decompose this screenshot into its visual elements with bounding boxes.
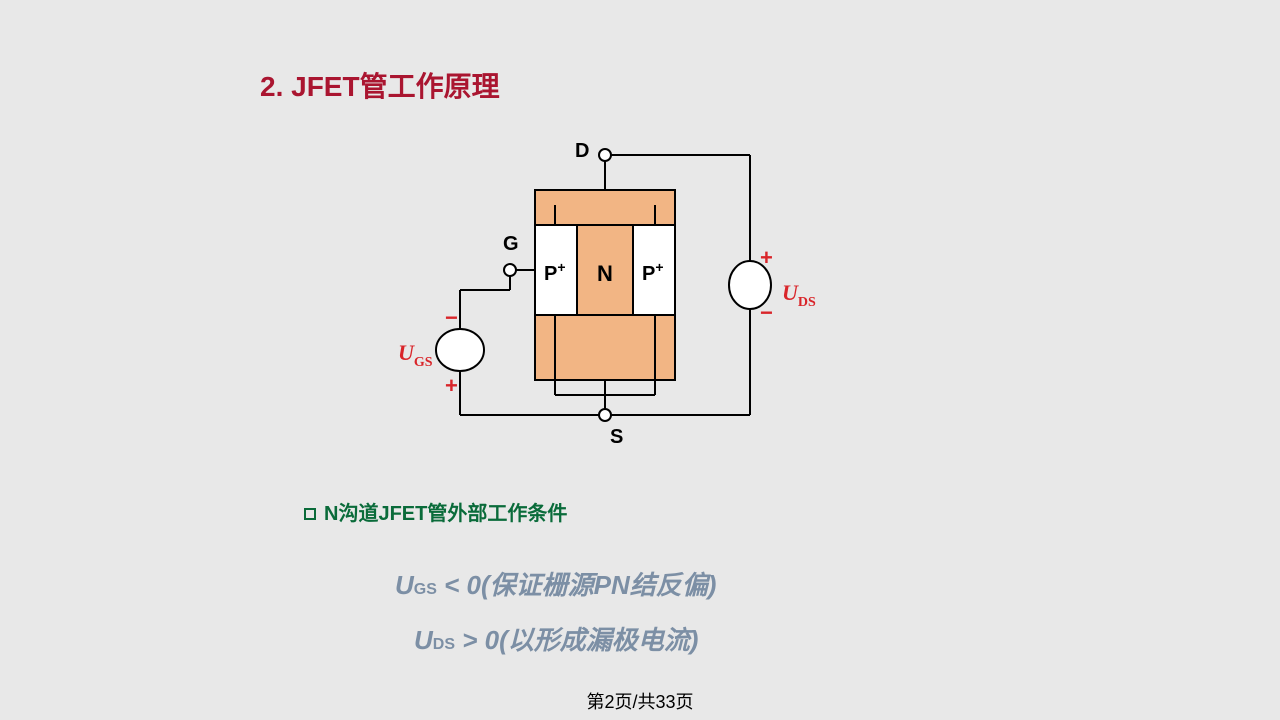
bullet-icon [304,508,316,520]
ugs-source [436,329,484,371]
jfet-svg: P+ P+ N D S G − + UGS + − UDS [410,135,840,475]
gate-label: G [503,233,519,255]
condition-1: UGS < 0(保证栅源PN结反偏) [395,565,716,602]
page-indicator: 第2页/共33页 [586,688,693,714]
source-node [599,409,611,421]
subtitle: N沟道JFET管外部工作条件 [304,497,567,526]
source-label: S [610,426,623,448]
uds-label: UDS [782,280,816,310]
slide-title: 2. JFET管工作原理 [260,65,500,105]
gate-node [504,264,516,276]
uds-minus: − [760,300,773,325]
ugs-label: UGS [398,340,433,370]
uds-plus: + [760,245,773,270]
ugs-plus: + [445,373,458,398]
ugs-minus: − [445,305,458,330]
drain-node [599,149,611,161]
n-label: N [597,261,613,286]
drain-label: D [575,140,589,162]
jfet-diagram: P+ P+ N D S G − + UGS + − UDS [410,135,840,475]
condition-2: UDS > 0(以形成漏极电流) [414,620,698,657]
subtitle-text: N沟道JFET管外部工作条件 [324,503,567,525]
